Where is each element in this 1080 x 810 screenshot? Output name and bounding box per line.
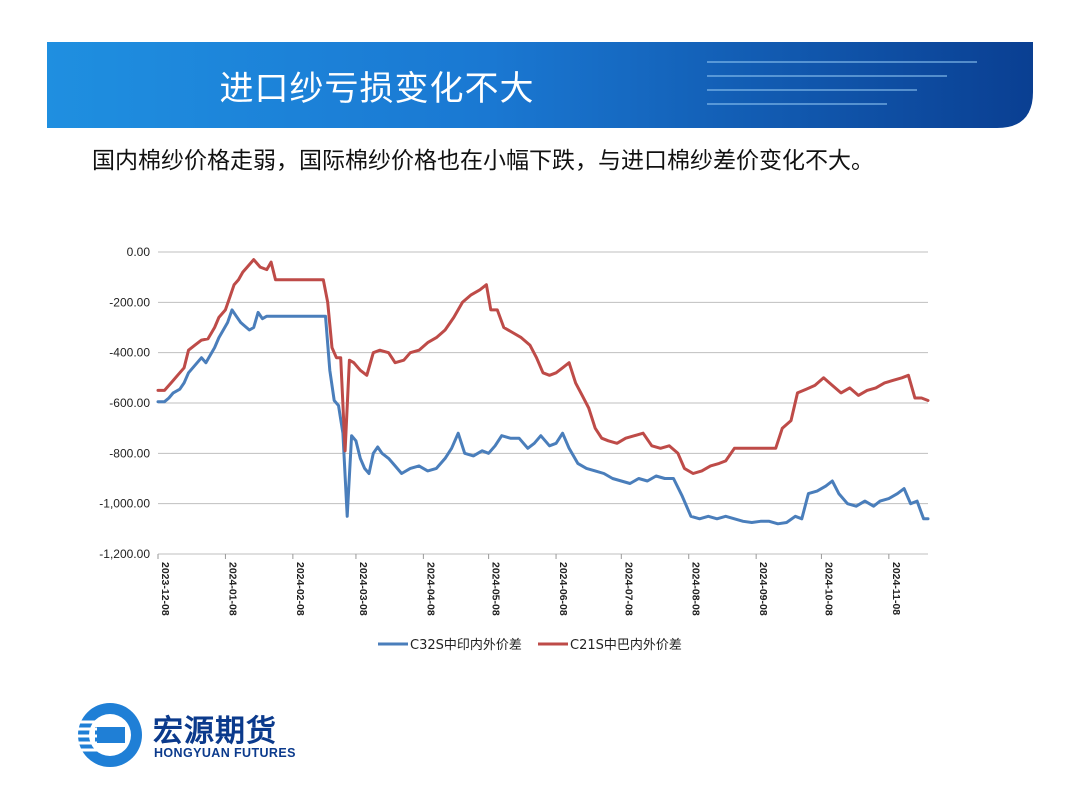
x-tick-label: 2024-09-08 (757, 562, 769, 616)
y-tick-label: -1,200.00 (99, 547, 150, 561)
y-tick-label: -1,000.00 (99, 497, 150, 511)
logo-name-en: HONGYUAN FUTURES (154, 746, 296, 760)
x-tick-label: 2024-06-08 (557, 562, 569, 616)
series-line-c21s (156, 258, 930, 475)
x-tick-label: 2024-07-08 (622, 562, 634, 616)
line-chart: 0.00 -200.00 -400.00 -600.00 -800.00 -1,000.0… (99, 245, 930, 653)
chart-container: 0.00 -200.00 -400.00 -600.00 -800.00 -1,000.0… (80, 236, 950, 666)
y-tick-label: -200.00 (109, 295, 150, 309)
y-tick-label: 0.00 (127, 245, 151, 259)
series-line-c32s (156, 308, 930, 526)
hongyuan-logo-icon (75, 703, 142, 767)
title-banner: 进口纱亏损变化不大 (47, 42, 1033, 128)
title-banner-background (47, 42, 1033, 128)
y-axis-ticks: 0.00 -200.00 -400.00 -600.00 -800.00 -1,000.0… (99, 245, 150, 561)
chart-grid (158, 251, 928, 555)
x-tick-label: 2024-04-08 (424, 562, 436, 616)
y-tick-label: -400.00 (109, 346, 150, 360)
x-tick-label: 2024-02-08 (294, 562, 306, 616)
logo-name-cn: 宏源期货 (153, 714, 277, 749)
slide-title: 进口纱亏损变化不大 (219, 68, 535, 109)
chart-legend: C32S中印内外价差 C21S中巴内外价差 (378, 637, 682, 653)
x-tick-label: 2024-10-08 (822, 562, 834, 616)
x-tick-label: 2024-05-08 (490, 562, 502, 616)
y-tick-label: -800.00 (109, 446, 150, 460)
x-tick-label: 2024-11-08 (890, 562, 902, 615)
legend-label: C21S中巴内外价差 (570, 637, 682, 653)
legend-label: C32S中印内外价差 (410, 637, 522, 653)
x-tick-label: 2024-01-08 (226, 562, 238, 616)
x-tick-label: 2023-12-08 (159, 562, 171, 616)
y-tick-label: -600.00 (109, 396, 150, 410)
x-tick-label: 2024-08-08 (690, 562, 702, 616)
slide-subtitle: 国内棉纱价格走弱，国际棉纱价格也在小幅下跌，与进口棉纱差价变化不大。 (92, 148, 874, 174)
x-axis-ticks: 2023-12-08 2024-01-08 2024-02-08 2024-03-08… (157, 554, 902, 616)
chart-series (156, 258, 930, 526)
company-logo: 宏源期货 HONGYUAN FUTURES (75, 700, 335, 770)
x-tick-label: 2024-03-08 (357, 562, 369, 616)
